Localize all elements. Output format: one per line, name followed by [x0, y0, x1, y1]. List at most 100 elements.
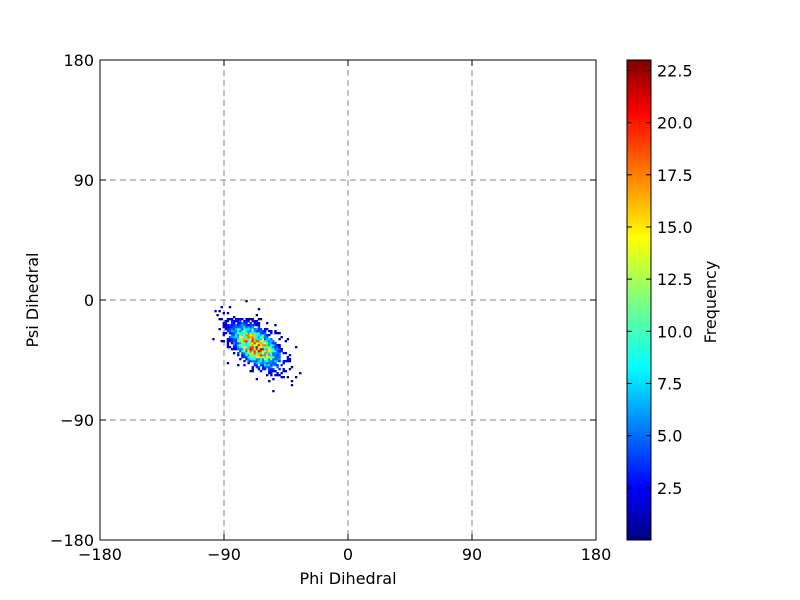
- heatmap-cell: [255, 340, 259, 343]
- heatmap-cell: [247, 342, 250, 345]
- heatmap-cell: [261, 330, 265, 333]
- heatmap-cell: [259, 362, 263, 365]
- heatmap-cell: [249, 338, 252, 341]
- heatmap-cell: [247, 340, 250, 343]
- heatmap-cell: [259, 344, 263, 347]
- y-tick-label: 90: [74, 171, 94, 190]
- heatmap-cell: [288, 360, 292, 363]
- heatmap-cell: [272, 368, 275, 371]
- heatmap-cell: [253, 338, 256, 341]
- heatmap-cell: [226, 338, 230, 341]
- heatmap-cell: [228, 318, 232, 321]
- heatmap-cell: [286, 356, 290, 359]
- heatmap-cell: [237, 326, 240, 329]
- heatmap-cell: [226, 324, 230, 327]
- heatmap-cell: [272, 346, 275, 349]
- heatmap-cell: [259, 350, 263, 353]
- heatmap-cell: [272, 362, 275, 365]
- heatmap-cell: [222, 312, 225, 315]
- heatmap-cell: [237, 344, 240, 347]
- colorbar-frame: [626, 59, 652, 541]
- heatmap-cell: [245, 334, 248, 337]
- heatmap-cell: [243, 322, 246, 325]
- heatmap-cell: [268, 370, 271, 373]
- heatmap-cell: [228, 326, 232, 329]
- heatmap-cell: [263, 362, 267, 365]
- heatmap-cell: [268, 340, 271, 343]
- heatmap-cell: [243, 354, 246, 357]
- heatmap-cell: [261, 366, 265, 369]
- heatmap-cell: [245, 322, 248, 325]
- heatmap-cell: [243, 330, 246, 333]
- heatmap-cell: [247, 326, 250, 329]
- heatmap-cell: [245, 352, 248, 355]
- heatmap-cell: [282, 376, 285, 379]
- heatmap-cell: [272, 354, 275, 357]
- heatmap-cell: [228, 346, 232, 349]
- heatmap-cell: [278, 350, 281, 353]
- heatmap-cell: [251, 318, 254, 321]
- heatmap-cell: [243, 336, 246, 339]
- heatmap-cell: [230, 338, 234, 341]
- heatmap-cell: [270, 364, 273, 367]
- heatmap-cell: [284, 340, 287, 343]
- heatmap-cell: [237, 342, 240, 345]
- heatmap-cell: [257, 336, 261, 339]
- heatmap-cell: [251, 324, 254, 327]
- heatmap-cell: [241, 318, 244, 321]
- heatmap-cell: [255, 334, 259, 337]
- heatmap-cell: [253, 340, 256, 343]
- heatmap-cell: [218, 310, 221, 313]
- heatmap-cell: [284, 360, 287, 363]
- heatmap-cell: [232, 334, 236, 337]
- heatmap-cell: [232, 330, 236, 333]
- heatmap-cell: [272, 360, 275, 363]
- heatmap-cell: [253, 324, 256, 327]
- heatmap-cell: [266, 358, 269, 361]
- heatmap-cell: [268, 346, 271, 349]
- heatmap-cell: [261, 356, 265, 359]
- heatmap-cell: [249, 334, 252, 337]
- heatmap-cell: [243, 342, 246, 345]
- heatmap-cell: [230, 332, 234, 335]
- heatmap-cell: [282, 370, 285, 373]
- heatmap-cell: [263, 354, 267, 357]
- heatmap-cell: [278, 346, 281, 349]
- heatmap-cell: [270, 344, 273, 347]
- heatmap-cell: [222, 324, 225, 327]
- colorbar-tick-label: 22.5: [657, 61, 693, 80]
- heatmap-cell: [266, 350, 269, 353]
- heatmap-cell: [224, 322, 228, 325]
- heatmap-cell: [286, 338, 290, 341]
- heatmap-cell: [235, 342, 238, 345]
- heatmap-cell: [232, 320, 236, 323]
- heatmap-cell: [282, 362, 285, 365]
- heatmap-cell: [237, 322, 240, 325]
- y-tick-label: −180: [50, 531, 94, 550]
- heatmap-cell: [241, 346, 244, 349]
- plot-area: −180 −90 0 90 180 −180 −90 0 90 180: [50, 51, 611, 564]
- heatmap-cell: [263, 350, 267, 353]
- heatmap-cell: [222, 332, 225, 335]
- heatmap-cell: [263, 346, 267, 349]
- heatmap-cell: [237, 328, 240, 331]
- heatmap-cell: [228, 328, 232, 331]
- heatmap-cell: [286, 360, 290, 363]
- heatmap-cell: [278, 374, 281, 377]
- heatmap-cell: [253, 336, 256, 339]
- heatmap-cell: [251, 356, 254, 359]
- heatmap-cell: [268, 354, 271, 357]
- heatmap-cell: [232, 352, 236, 355]
- heatmap-cell: [274, 348, 277, 351]
- heatmap-cell: [290, 380, 294, 383]
- heatmap-cell: [270, 350, 273, 353]
- heatmap-cell: [266, 374, 269, 377]
- heatmap-cell: [241, 334, 244, 337]
- heatmap-cell: [268, 352, 271, 355]
- heatmap-cell: [235, 328, 238, 331]
- heatmap-cell: [255, 336, 259, 339]
- heatmap-cell: [253, 328, 256, 331]
- heatmap-cell: [253, 356, 256, 359]
- heatmap-cell: [259, 328, 263, 331]
